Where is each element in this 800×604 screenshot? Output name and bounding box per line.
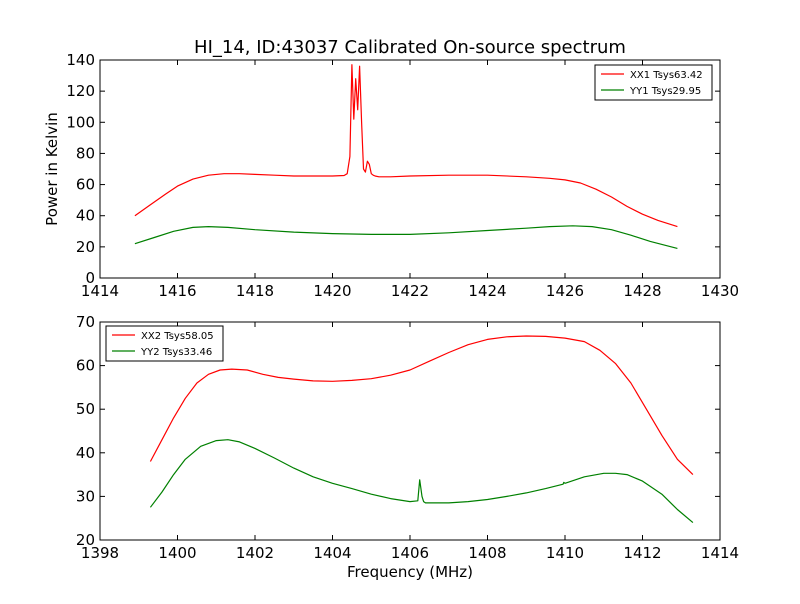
top-legend-box [594, 64, 713, 101]
bottom-legend-label-xx2: XX2 Tsys58.05 [141, 331, 214, 342]
bottom-x-tick-label: 1408 [468, 544, 506, 562]
top-x-tick-label: 1420 [313, 282, 351, 300]
top-legend: XX1 Tsys63.42 YY1 Tsys29.95 [594, 64, 713, 101]
bottom-x-tick-label: 1406 [391, 544, 429, 562]
bottom-plot-frame [99, 321, 721, 541]
bottom-x-tick-label: 1412 [623, 544, 661, 562]
top-y-tick-label: 100 [66, 113, 95, 131]
top-y-tick-label: 80 [76, 144, 95, 162]
bottom-legend-box [105, 325, 224, 362]
top-y-tick-label: 60 [76, 176, 95, 194]
top-x-tick-label: 1418 [236, 282, 274, 300]
top-x-tick-label: 1414 [81, 282, 119, 300]
top-x-tick-label: 1424 [468, 282, 506, 300]
bottom-plot: Frequency (MHz) 1398 1400 1402 1404 1406 1408… [76, 313, 739, 581]
bottom-legend: XX2 Tsys58.05 YY2 Tsys33.46 [105, 325, 224, 362]
bottom-y-tick-label: 30 [76, 487, 95, 505]
bottom-x-tick-label: 1414 [701, 544, 739, 562]
top-plot: HI_14, ID:43037 Calibrated On-source spe… [43, 37, 739, 300]
top-series-line-1 [134, 64, 678, 228]
bottom-x-tick-label: 1410 [546, 544, 584, 562]
top-plot-frame [99, 59, 721, 279]
top-y-tick-label: 20 [76, 238, 95, 256]
bottom-x-tick-label: 1404 [313, 544, 351, 562]
bottom-series-line-2 [149, 439, 694, 524]
top-y-tick-label: 140 [66, 51, 95, 69]
bottom-y-tick-label: 50 [76, 400, 95, 418]
top-y-tick-label: 40 [76, 207, 95, 225]
bottom-x-tick-label: 1400 [158, 544, 196, 562]
top-y-tick-label: 120 [66, 82, 95, 100]
top-x-tick-label: 1416 [158, 282, 196, 300]
top-x-tick-label: 1426 [546, 282, 584, 300]
top-series-line-2 [134, 225, 678, 249]
top-legend-label-xx1: XX1 Tsys63.42 [630, 70, 703, 81]
top-axis-ticks: 1414 1416 1418 1420 1422 1424 1426 1428 1430 0 20 4… [66, 51, 739, 300]
bottom-plot-area [149, 335, 694, 524]
bottom-legend-label-yy2: YY2 Tsys33.46 [140, 347, 212, 358]
bottom-y-tick-label: 40 [76, 444, 95, 462]
bottom-y-tick-label: 70 [76, 313, 95, 331]
top-x-tick-label: 1428 [623, 282, 661, 300]
bottom-x-tick-label: 1402 [236, 544, 274, 562]
bottom-x-tick-label: 1398 [81, 544, 119, 562]
top-y-axis-label: Power in Kelvin [43, 112, 61, 226]
top-y-tick-label: 0 [85, 269, 95, 287]
bottom-x-axis-label: Frequency (MHz) [347, 563, 473, 581]
bottom-axis-ticks: 1398 1400 1402 1404 1406 1408 1410 1412 1414 20 30… [76, 313, 739, 562]
top-x-tick-label: 1422 [391, 282, 429, 300]
top-x-tick-label: 1430 [701, 282, 739, 300]
bottom-y-tick-label: 60 [76, 357, 95, 375]
bottom-y-tick-label: 20 [76, 531, 95, 549]
top-legend-label-yy1: YY1 Tsys29.95 [629, 86, 701, 97]
top-plot-area [134, 64, 678, 249]
chart-title: HI_14, ID:43037 Calibrated On-source spe… [194, 37, 626, 58]
bottom-series-line-1 [149, 335, 694, 476]
